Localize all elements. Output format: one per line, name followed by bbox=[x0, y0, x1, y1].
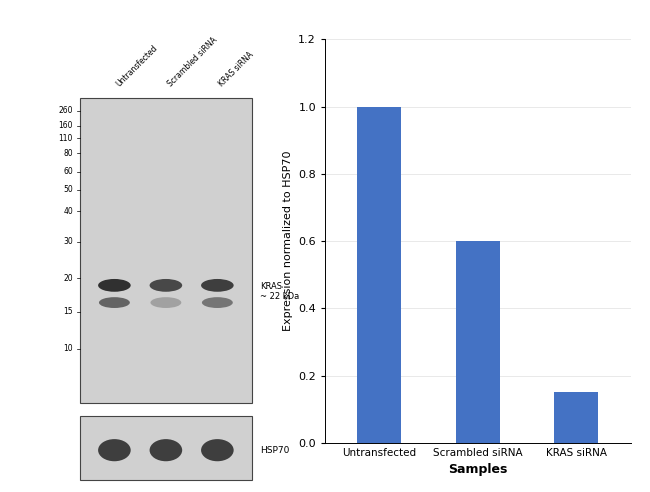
Text: 80: 80 bbox=[63, 149, 73, 158]
Bar bbox=[456, 241, 500, 443]
Text: HSP70: HSP70 bbox=[260, 446, 290, 455]
Ellipse shape bbox=[99, 297, 130, 308]
Text: KRAS siRNA: KRAS siRNA bbox=[217, 50, 255, 89]
Text: KRAS
~ 22 kDa: KRAS ~ 22 kDa bbox=[260, 282, 300, 301]
Ellipse shape bbox=[202, 297, 233, 308]
Text: Untransfected: Untransfected bbox=[114, 44, 159, 89]
Ellipse shape bbox=[201, 439, 233, 461]
Bar bbox=[357, 107, 402, 443]
FancyBboxPatch shape bbox=[80, 416, 252, 480]
Text: 160: 160 bbox=[58, 122, 73, 130]
Text: 110: 110 bbox=[58, 133, 73, 143]
Text: 260: 260 bbox=[58, 106, 73, 115]
Ellipse shape bbox=[150, 439, 182, 461]
Ellipse shape bbox=[98, 279, 131, 292]
Y-axis label: Expression normalized to HSP70: Expression normalized to HSP70 bbox=[283, 151, 292, 331]
Bar bbox=[554, 393, 599, 443]
Ellipse shape bbox=[150, 297, 181, 308]
Text: 40: 40 bbox=[63, 207, 73, 216]
Text: 15: 15 bbox=[63, 308, 73, 316]
Ellipse shape bbox=[98, 439, 131, 461]
Text: 60: 60 bbox=[63, 167, 73, 176]
Text: 10: 10 bbox=[63, 344, 73, 353]
Ellipse shape bbox=[150, 279, 182, 292]
Text: 50: 50 bbox=[63, 185, 73, 194]
Text: 30: 30 bbox=[63, 237, 73, 246]
Text: 20: 20 bbox=[63, 274, 73, 283]
FancyBboxPatch shape bbox=[80, 98, 252, 403]
Ellipse shape bbox=[201, 279, 233, 292]
X-axis label: Samples: Samples bbox=[448, 463, 508, 476]
Text: Scrambled siRNA: Scrambled siRNA bbox=[166, 35, 219, 89]
